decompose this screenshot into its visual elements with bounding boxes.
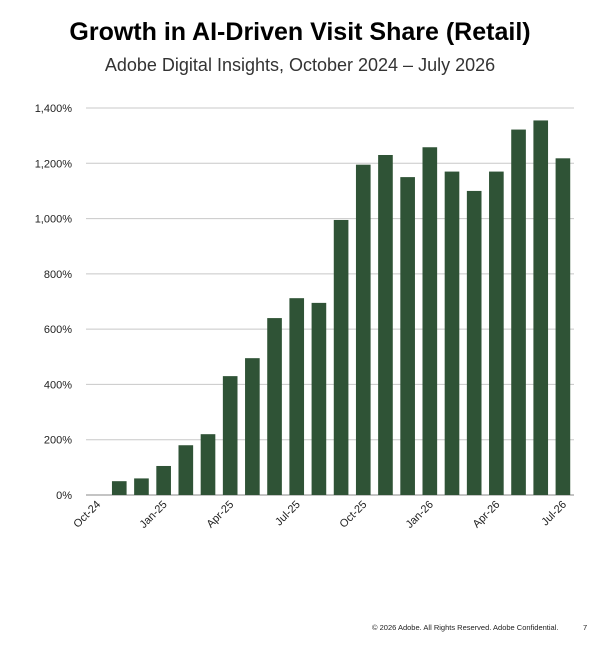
bar-jan-25: [156, 465, 171, 495]
bar-feb-26: [444, 171, 460, 496]
x-axis-tick-labels: Oct-24 Jan-25 Apr-25 Jul-25 Oct-25 Jan-26 Apr-…: [71, 499, 569, 531]
copyright-notice: © 2026 Adobe. All Rights Reserved. Adobe…: [372, 623, 559, 632]
bar-nov-25: [378, 154, 393, 495]
bar-nov-24: [111, 481, 127, 495]
bar-mar-26: [466, 190, 482, 495]
y-tick-label: 0%: [56, 490, 72, 502]
bar-may-25: [245, 358, 260, 495]
bar-jun-26: [533, 120, 549, 496]
y-tick-label: 200%: [44, 435, 72, 447]
y-tick-label: 800%: [44, 269, 72, 281]
bar-aug-25: [311, 302, 327, 495]
bar-mar-25: [200, 434, 216, 495]
x-tick-label: Oct-24: [71, 499, 103, 531]
y-tick-label: 1,400%: [35, 103, 73, 115]
x-tick-label: Apr-25: [204, 499, 236, 531]
x-tick-label: Apr-26: [471, 499, 503, 531]
chart-subtitle: Adobe Digital Insights, October 2024 – J…: [104, 55, 496, 75]
x-tick-label: Jul-25: [273, 499, 303, 529]
bars: [111, 120, 571, 496]
y-tick-label: 600%: [44, 324, 72, 336]
y-tick-label: 400%: [44, 379, 72, 391]
bar-dec-25: [400, 177, 415, 495]
x-tick-label: Jul-26: [539, 499, 569, 529]
chart-title: Growth in AI-Driven Visit Share (Retail): [69, 18, 531, 46]
y-tick-label: 1,000%: [35, 214, 73, 226]
bar-chart: 0% 200% 400% 600% 800% 1,000% 1,200% 1,400% Oct…: [35, 103, 574, 531]
bar-feb-25: [178, 445, 194, 495]
bar-jan-26: [422, 147, 438, 495]
bar-oct-25: [355, 164, 371, 496]
bar-may-26: [511, 129, 526, 495]
bar-sep-25: [333, 219, 349, 496]
bar-jul-25: [289, 298, 305, 495]
bar-apr-25: [222, 376, 238, 495]
y-axis-tick-labels: 0% 200% 400% 600% 800% 1,000% 1,200% 1,400%: [35, 103, 73, 502]
page-number: 7: [583, 623, 588, 632]
bar-dec-24: [134, 478, 149, 495]
bar-apr-26: [489, 171, 504, 496]
bar-jul-26: [555, 158, 571, 495]
x-tick-label: Jan-25: [137, 499, 169, 531]
y-tick-label: 1,200%: [35, 158, 73, 170]
x-tick-label: Oct-25: [338, 499, 370, 531]
x-tick-label: Jan-26: [404, 499, 436, 531]
bar-jun-25: [267, 318, 282, 495]
